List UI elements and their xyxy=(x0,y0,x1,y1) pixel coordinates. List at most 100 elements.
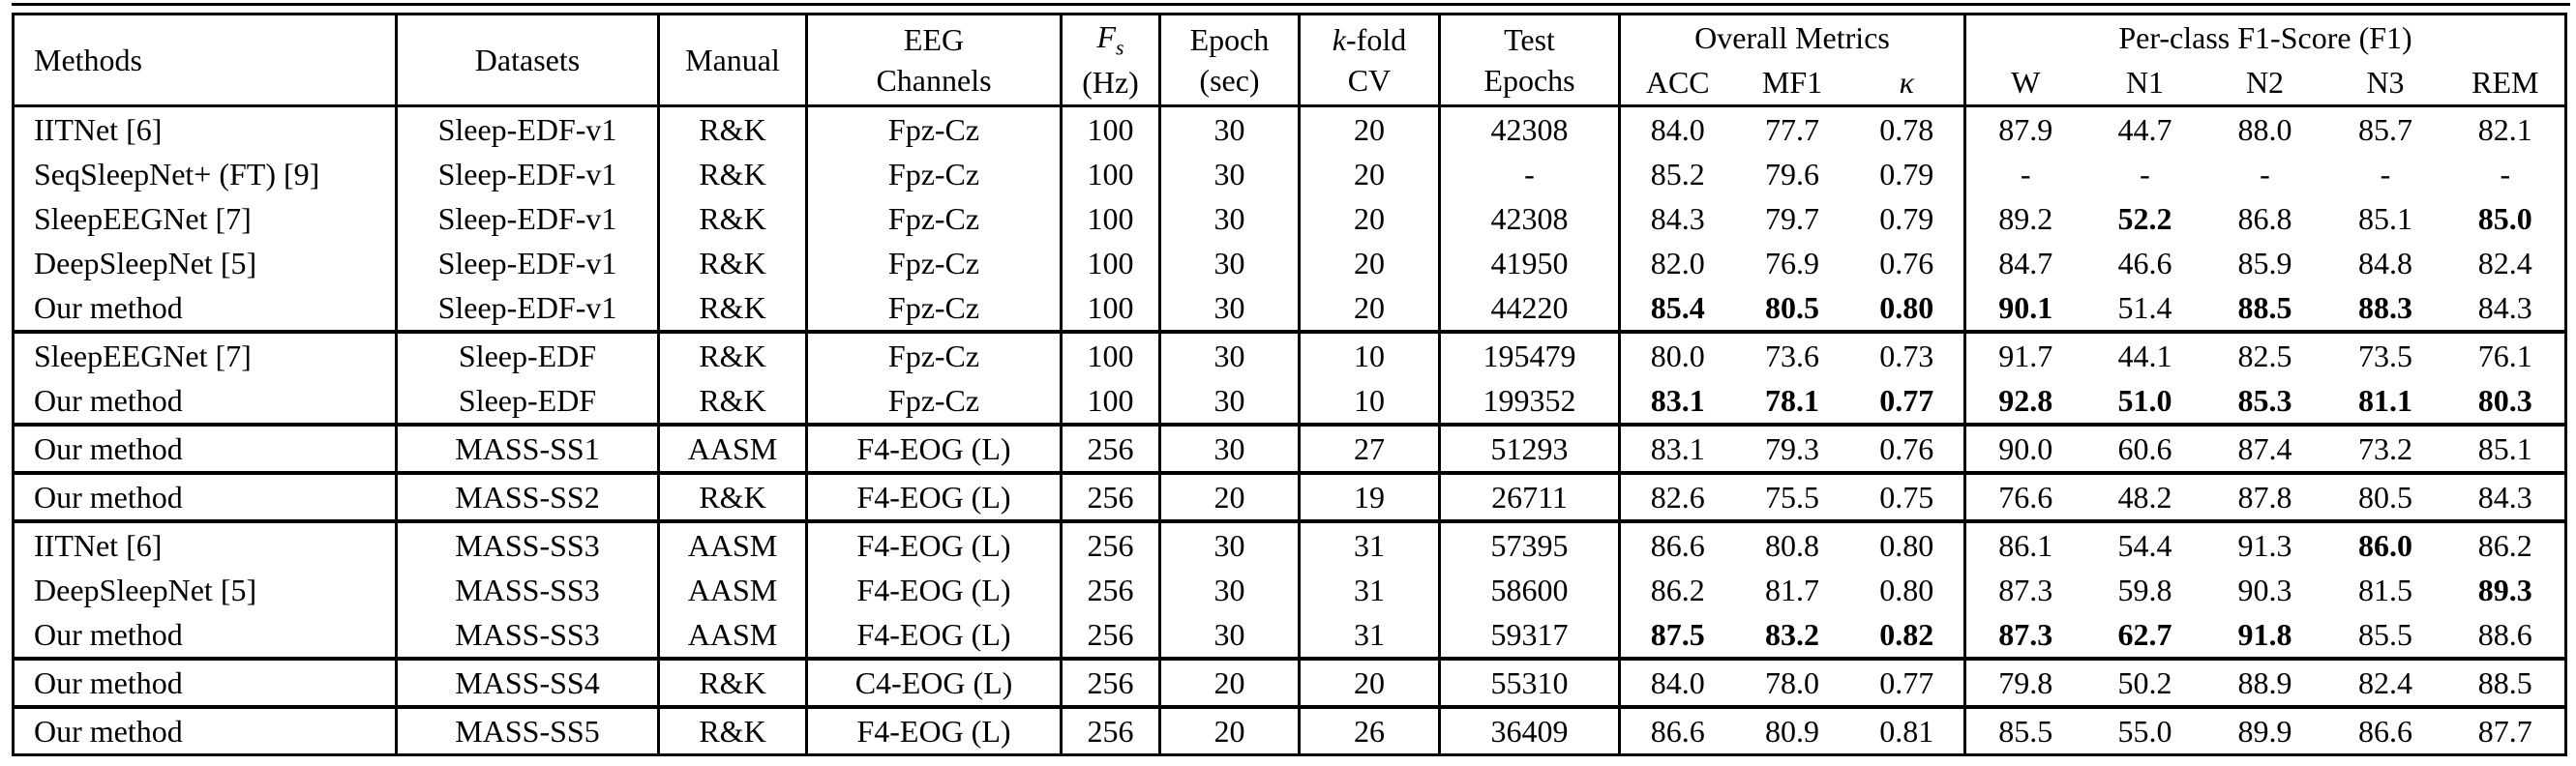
cell-metric-n3: 88.3 xyxy=(2358,289,2412,325)
cell-metric-acc: 84.3 xyxy=(1618,196,1735,241)
col-header-w: W xyxy=(1963,60,2085,107)
cell-metric-n3: 85.7 xyxy=(2358,111,2412,147)
cell-metric-rem: 87.7 xyxy=(2445,705,2566,755)
cell-manual: AASM xyxy=(657,612,807,659)
cell-fs: 100 xyxy=(1060,152,1160,196)
fs-subscript: s xyxy=(1116,36,1124,60)
cell-metric-n2: - xyxy=(2260,156,2270,192)
epoch-header-line2: (sec) xyxy=(1199,63,1260,98)
cell-test: 55310 xyxy=(1438,657,1620,707)
eeg-header-line1: EEG xyxy=(903,21,965,57)
cell-test: 42308 xyxy=(1438,196,1620,241)
cell-manual: R&K xyxy=(657,152,807,196)
cell-epoch: 20 xyxy=(1158,705,1300,755)
table-row: Our method Sleep-EDF R&K Fpz-Cz 100 30 10 19935… xyxy=(14,378,2566,425)
cell-metric-acc: 85.4 xyxy=(1618,285,1735,332)
cell-method: Our method xyxy=(34,382,183,418)
cell-metric-w: 89.2 xyxy=(1963,196,2085,241)
cell-metric-kappa: 0.76 xyxy=(1849,423,1965,473)
cell-epoch: 30 xyxy=(1158,378,1300,425)
cell-fs: 100 xyxy=(1060,330,1160,378)
cell-epoch: 30 xyxy=(1158,152,1300,196)
cell-metric-n1: - xyxy=(2140,156,2150,192)
col-header-rem: REM xyxy=(2445,60,2566,107)
eeg-header-line2: Channels xyxy=(876,63,992,98)
cell-fs: 256 xyxy=(1060,471,1160,521)
cell-metric-rem: 85.1 xyxy=(2445,423,2566,473)
col-header-datasets: Datasets xyxy=(395,14,659,107)
cell-metric-n2: 88.0 xyxy=(2237,111,2292,147)
cell-metric-n1: 59.8 xyxy=(2117,572,2172,607)
col-header-n2: N2 xyxy=(2204,60,2325,107)
cell-metric-rem: 88.5 xyxy=(2445,657,2566,707)
cell-eeg: Fpz-Cz xyxy=(805,105,1062,152)
col-header-n3: N3 xyxy=(2324,60,2446,107)
cell-method: SleepEEGNet [7] xyxy=(34,200,252,236)
cell-manual: AASM xyxy=(657,519,807,568)
cell-metric-kappa: 0.80 xyxy=(1879,572,1934,607)
header-row-subcolumns: ACC MF1 κ W N1 N2 N3 REM xyxy=(14,60,2566,107)
cell-kfold: 31 xyxy=(1298,519,1440,568)
results-comparison-table: Methods Datasets Manual EEG Channels Fs … xyxy=(12,13,2568,756)
cell-metric-acc: 82.6 xyxy=(1618,471,1735,521)
cell-manual: R&K xyxy=(657,378,807,425)
cell-metric-mf1: 83.2 xyxy=(1765,616,1819,652)
cell-method: Our method xyxy=(13,423,397,473)
cell-metric-n3: 73.5 xyxy=(2324,330,2446,378)
cell-test: 26711 xyxy=(1438,471,1620,521)
cell-epoch: 30 xyxy=(1158,423,1300,473)
cell-test: 44220 xyxy=(1438,285,1620,332)
col-header-test-epochs: Test Epochs xyxy=(1438,14,1620,107)
cell-metric-kappa: 0.79 xyxy=(1879,200,1934,236)
table-row: Our method MASS-SS3 AASM F4-EOG (L) 256 30 31 5… xyxy=(14,612,2566,659)
table-row: Our method MASS-SS2 R&K F4-EOG (L) 256 20 19 26… xyxy=(13,471,2566,521)
cell-kfold: 20 xyxy=(1298,105,1440,152)
cell-test: 36409 xyxy=(1438,705,1620,755)
fs-header-line2: (Hz) xyxy=(1082,65,1139,101)
cell-metric-w: - xyxy=(1963,152,2085,196)
cell-metric-n3: 86.0 xyxy=(2324,519,2446,568)
cell-fs: 100 xyxy=(1060,241,1160,285)
cell-metric-n1: 60.6 xyxy=(2084,423,2205,473)
cell-dataset: MASS-SS3 xyxy=(395,612,659,659)
cell-method: IITNet [6] xyxy=(13,519,397,568)
cell-metric-acc: 85.2 xyxy=(1618,152,1735,196)
cell-metric-kappa: 0.80 xyxy=(1849,519,1965,568)
cell-metric-acc: 84.0 xyxy=(1618,105,1735,152)
cell-metric-mf1: 76.9 xyxy=(1765,245,1819,280)
cell-test: 199352 xyxy=(1438,378,1620,425)
group-header-overall-metrics: Overall Metrics xyxy=(1618,14,1965,60)
cell-metric-rem: 82.4 xyxy=(2477,245,2532,280)
cell-metric-mf1: 80.9 xyxy=(1734,705,1850,755)
cell-method: Our method xyxy=(13,471,397,521)
cell-eeg: F4-EOG (L) xyxy=(805,423,1062,473)
cell-metric-kappa: 0.79 xyxy=(1879,156,1934,192)
cell-eeg: Fpz-Cz xyxy=(805,378,1062,425)
cell-dataset: MASS-SS5 xyxy=(395,705,659,755)
cell-metric-w: 87.3 xyxy=(1963,612,2085,659)
cell-metric-n2: 86.8 xyxy=(2237,200,2292,236)
col-header-epoch: Epoch (sec) xyxy=(1158,14,1300,107)
kfold-header-line2: CV xyxy=(1347,63,1392,98)
cell-metric-w: 84.7 xyxy=(1963,241,2085,285)
col-header-kfold: k-fold CV xyxy=(1298,14,1440,107)
epoch-header-line1: Epoch xyxy=(1189,21,1270,57)
table-row: IITNet [6] MASS-SS3 AASM F4-EOG (L) 256 30 31 5… xyxy=(13,519,2566,568)
cell-manual: R&K xyxy=(657,241,807,285)
cell-metric-kappa: 0.77 xyxy=(1849,657,1965,707)
cell-manual: R&K xyxy=(657,330,807,378)
cell-metric-acc: 84.0 xyxy=(1618,657,1735,707)
cell-eeg: F4-EOG (L) xyxy=(805,612,1062,659)
cell-test: 42308 xyxy=(1438,105,1620,152)
col-header-acc: ACC xyxy=(1618,60,1735,107)
cell-eeg: Fpz-Cz xyxy=(805,330,1062,378)
cell-kfold: 31 xyxy=(1298,612,1440,659)
cell-eeg: Fpz-Cz xyxy=(805,196,1062,241)
cell-kfold: 10 xyxy=(1298,330,1440,378)
cell-epoch: 30 xyxy=(1158,568,1300,612)
cell-fs: 100 xyxy=(1060,285,1160,332)
cell-fs: 100 xyxy=(1060,378,1160,425)
cell-metric-acc: 86.2 xyxy=(1618,568,1735,612)
cell-eeg: Fpz-Cz xyxy=(805,241,1062,285)
cell-metric-n3: 82.4 xyxy=(2324,657,2446,707)
